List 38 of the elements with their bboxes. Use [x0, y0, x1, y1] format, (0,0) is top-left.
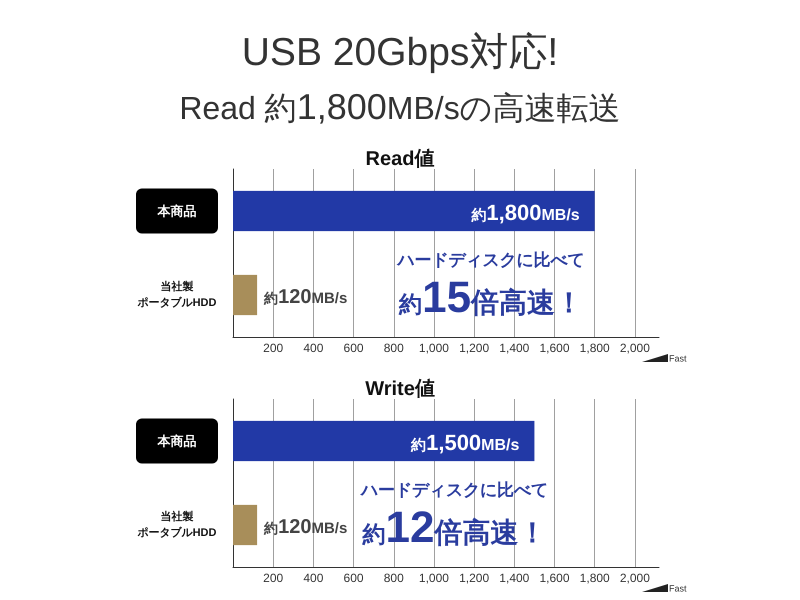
x-tick-label: 1,600	[539, 571, 570, 585]
text: Read 約1,800MB/sの高速転送	[179, 86, 621, 127]
annotation: 約15倍高速！	[399, 273, 584, 322]
x-axis-title: Fast	[669, 584, 688, 594]
x-tick-label: 1,000	[418, 341, 450, 355]
text: USB 20Gbps対応!	[242, 31, 558, 75]
y-tick-label: 当社製ポータブルHDD	[136, 280, 216, 309]
annotation: ハードディスクに比べて	[361, 480, 548, 500]
data-label: 約1,800MB/s	[471, 200, 580, 225]
data-label: 約120MB/s	[264, 286, 348, 308]
chart-title: Write値	[365, 378, 435, 400]
x-tick-label: 1,200	[459, 341, 490, 355]
annotation: 約12倍高速！	[362, 503, 546, 552]
x-tick-label: 2,000	[620, 571, 650, 585]
annotation: ハードディスクに比べて	[398, 250, 585, 270]
y-tick-label: 当社製ポータブルHDD	[136, 510, 216, 539]
y-tick-label: 本商品	[156, 434, 196, 448]
x-tick-label: 600	[344, 341, 364, 355]
x-tick-label: 1,800	[580, 571, 610, 585]
x-tick-label: 800	[384, 571, 404, 585]
y-tick-label: 本商品	[156, 204, 196, 218]
x-tick-label: 1,600	[539, 341, 570, 355]
x-tick-label: 1,200	[459, 571, 490, 585]
data-label: 約1,500MB/s	[411, 430, 520, 455]
chart-title: Read値	[366, 148, 434, 170]
x-tick-label: 1,400	[499, 341, 530, 355]
data-label: 約120MB/s	[264, 516, 348, 538]
x-tick-label: 800	[384, 341, 404, 355]
x-tick-label: 1,400	[499, 571, 530, 585]
x-tick-label: 400	[303, 341, 324, 355]
x-tick-label: 600	[344, 571, 364, 585]
x-tick-label: 200	[263, 341, 284, 355]
x-tick-label: 2,000	[620, 341, 650, 355]
x-tick-label: 400	[303, 571, 324, 585]
x-tick-label: 1,800	[580, 341, 610, 355]
x-tick-label: 200	[263, 571, 284, 585]
x-tick-label: 1,000	[418, 571, 450, 585]
x-axis-title: Fast	[669, 354, 688, 364]
